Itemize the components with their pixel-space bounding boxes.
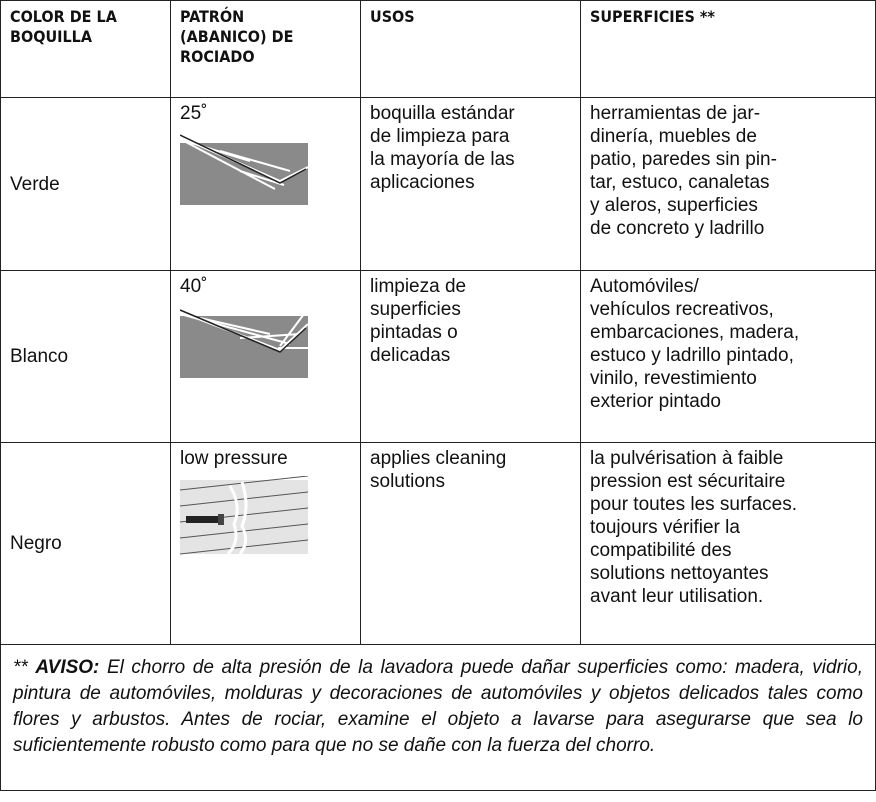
color-text: Verde	[10, 173, 60, 195]
surfaces-line: tar, estuco, canaletas	[590, 172, 770, 193]
footnote-text: El chorro de alta presión de la lavadora…	[13, 657, 863, 756]
column-header: COLOR DE LA BOQUILLA	[0, 0, 171, 98]
footnote-marker: **	[13, 657, 28, 678]
surfaces-line: vehículos recreativos,	[590, 299, 774, 320]
uses-line: la mayoría de las	[370, 149, 515, 170]
spray-illustration	[180, 134, 308, 205]
pattern-label: 40˚	[180, 276, 208, 297]
nozzle-color: Negro	[0, 442, 171, 645]
column-header: PATRÓN (ABANICO) DE ROCIADO	[170, 0, 361, 98]
uses-line: delicadas	[370, 345, 451, 366]
surfaces-line: estuco y ladrillo pintado,	[590, 345, 794, 366]
header-line: ROCIADO	[180, 47, 255, 66]
uses-line: superficies	[370, 299, 461, 320]
surfaces-line: de concreto y ladrillo	[590, 218, 765, 239]
surfaces: la pulvérisation à faible pression est sé…	[580, 442, 876, 645]
surfaces: herramientas de jar-dinería, muebles de p…	[580, 97, 876, 271]
spray-pattern: low pressure	[170, 442, 361, 645]
surfaces-line: vinilo, revestimiento	[590, 368, 757, 389]
uses-line: pintadas o	[370, 322, 458, 343]
header-line: SUPERFICIES **	[590, 7, 715, 26]
uses-line: limpieza de	[370, 276, 467, 297]
uses: applies cleaning solutions	[360, 442, 581, 645]
surfaces-line: Automóviles/	[590, 276, 699, 297]
spray-illustration	[180, 476, 308, 556]
header-line: PATRÓN	[180, 7, 245, 26]
color-text: Negro	[10, 533, 62, 554]
footnote: ** AVISO: El chorro de alta presión de l…	[0, 644, 876, 791]
table-row: Blanco 40˚ limpieza de superficies pintadas …	[0, 270, 876, 443]
nozzle-color: Verde	[0, 97, 171, 271]
surfaces-line: embarcaciones, madera,	[590, 322, 800, 343]
nozzle-color: Blanco	[0, 270, 171, 443]
header-line: BOQUILLA	[10, 27, 92, 46]
uses-line: applies cleaning	[370, 448, 507, 469]
surfaces-line: pour toutes les surfaces.	[590, 494, 797, 515]
color-text: Blanco	[10, 346, 69, 367]
uses: limpieza de superficies pintadas o delicada…	[360, 270, 581, 443]
surfaces-line: compatibilité des	[590, 540, 732, 561]
uses-line: de limpieza para	[370, 126, 510, 147]
spray-pattern: 25˚	[170, 97, 361, 271]
table-row: Verde 25˚ boquilla estándar de limpieza par…	[0, 97, 876, 271]
surfaces-line: herramientas de jar-	[590, 103, 761, 124]
header-line: USOS	[370, 7, 415, 26]
surfaces-line: toujours vérifier la	[590, 517, 740, 538]
surfaces: Automóviles/vehículos recreativos, embarc…	[580, 270, 876, 443]
header-row: COLOR DE LA BOQUILLA PATRÓN (ABANICO) DE ROC…	[0, 0, 876, 98]
surfaces-line: patio, paredes sin pin-	[590, 149, 777, 170]
footnote-row: ** AVISO: El chorro de alta presión de l…	[0, 644, 876, 791]
surfaces-line: la pulvérisation à faible	[590, 448, 784, 469]
surfaces-line: avant leur utilisation.	[590, 586, 764, 607]
uses-line: boquilla estándar	[370, 103, 515, 124]
spray-illustration	[180, 309, 308, 378]
pattern-label: 25˚	[180, 103, 208, 124]
surfaces-line: pression est sécuritaire	[590, 471, 786, 492]
uses: boquilla estándar de limpieza para la mayo…	[360, 97, 581, 271]
table-row: Negro low pressure applies cleaning solutio…	[0, 442, 876, 645]
column-header: USOS	[360, 0, 581, 98]
spray-pattern: 40˚	[170, 270, 361, 443]
surfaces-line: y aleros, superficies	[590, 195, 758, 216]
surfaces-line: solutions nettoyantes	[590, 563, 769, 584]
uses-line: aplicaciones	[370, 172, 475, 193]
uses-line: solutions	[370, 471, 445, 492]
surfaces-line: exterior pintado	[590, 391, 721, 412]
table-body: Verde 25˚ boquilla estándar de limpieza par…	[0, 97, 876, 791]
header-line: COLOR DE LA	[10, 7, 117, 26]
warning-label: AVISO:	[35, 657, 100, 678]
header-line: (ABANICO) DE	[180, 27, 294, 46]
surfaces-line: dinería, muebles de	[590, 126, 757, 147]
pattern-label: low pressure	[180, 448, 288, 469]
column-header: SUPERFICIES **	[580, 0, 876, 98]
